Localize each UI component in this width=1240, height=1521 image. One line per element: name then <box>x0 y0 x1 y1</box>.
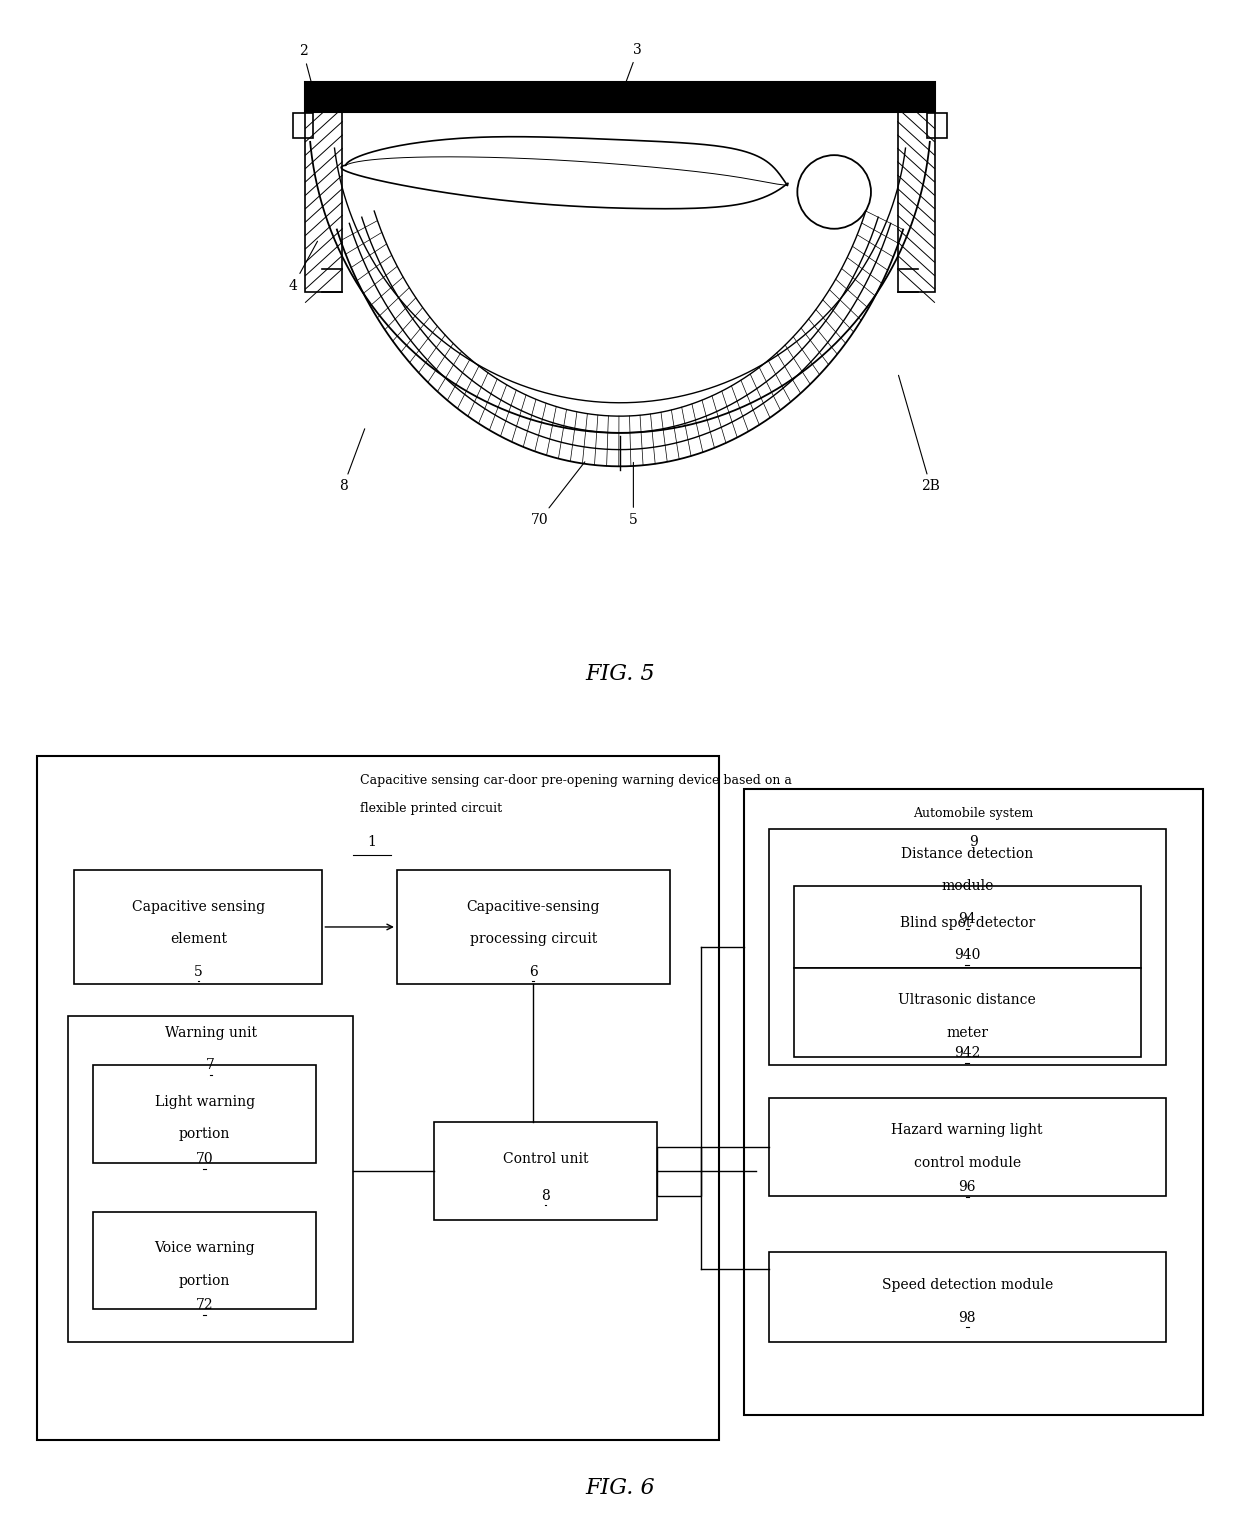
Bar <box>37 756 719 1439</box>
Text: Warning unit: Warning unit <box>165 1025 257 1040</box>
Text: 94: 94 <box>959 911 976 926</box>
Text: 942: 942 <box>954 1046 981 1060</box>
Bar <box>93 1065 316 1164</box>
Text: Automobile system: Automobile system <box>914 806 1033 820</box>
Text: FIG. 6: FIG. 6 <box>585 1477 655 1500</box>
Text: 70: 70 <box>531 462 585 526</box>
Text: 940: 940 <box>954 949 981 963</box>
Text: 5: 5 <box>193 964 203 978</box>
Text: 2: 2 <box>299 44 315 96</box>
Text: 96: 96 <box>959 1180 976 1194</box>
Bar <box>898 108 935 292</box>
Bar <box>926 113 946 138</box>
Bar <box>294 113 314 138</box>
Text: Light warning: Light warning <box>155 1095 254 1109</box>
Text: 4: 4 <box>289 242 317 292</box>
Text: Capacitive sensing: Capacitive sensing <box>131 899 265 914</box>
Text: Control unit: Control unit <box>503 1151 588 1167</box>
Bar <box>434 1122 657 1220</box>
Text: element: element <box>170 932 227 946</box>
Text: processing circuit: processing circuit <box>470 932 596 946</box>
Text: 9: 9 <box>968 835 978 849</box>
Bar <box>794 967 1141 1057</box>
Text: 72: 72 <box>196 1299 213 1313</box>
Text: Speed detection module: Speed detection module <box>882 1278 1053 1291</box>
Text: 6: 6 <box>528 964 538 978</box>
Text: Blind spot detector: Blind spot detector <box>899 916 1035 929</box>
Bar <box>305 108 342 292</box>
Text: Capacitive sensing car-door pre-opening warning device based on a: Capacitive sensing car-door pre-opening … <box>360 774 791 786</box>
Bar <box>769 1252 1166 1342</box>
Text: FIG. 5: FIG. 5 <box>585 663 655 684</box>
Text: 8: 8 <box>541 1188 551 1203</box>
Text: 70: 70 <box>196 1151 213 1167</box>
Text: Capacitive-sensing: Capacitive-sensing <box>466 899 600 914</box>
Text: 3: 3 <box>621 43 642 96</box>
Text: portion: portion <box>179 1127 231 1141</box>
Text: Hazard warning light: Hazard warning light <box>892 1124 1043 1138</box>
Text: 1: 1 <box>367 835 377 849</box>
Bar <box>769 829 1166 1065</box>
Bar <box>657 1147 701 1196</box>
Text: 5: 5 <box>629 462 637 526</box>
Bar <box>397 870 670 984</box>
Bar <box>305 82 935 111</box>
Text: 2B: 2B <box>899 376 940 493</box>
Bar <box>744 788 1203 1415</box>
Text: portion: portion <box>179 1275 231 1288</box>
Bar <box>93 1212 316 1310</box>
Text: flexible printed circuit: flexible printed circuit <box>360 803 502 815</box>
Text: 8: 8 <box>339 429 365 493</box>
Text: Distance detection: Distance detection <box>901 847 1033 861</box>
Text: meter: meter <box>946 1025 988 1040</box>
Text: module: module <box>941 879 993 893</box>
Text: Voice warning: Voice warning <box>154 1241 255 1255</box>
Text: Ultrasonic distance: Ultrasonic distance <box>898 993 1037 1007</box>
Bar <box>68 1016 353 1342</box>
Text: control module: control module <box>914 1156 1021 1170</box>
Text: 7: 7 <box>206 1059 216 1072</box>
Bar <box>74 870 322 984</box>
Text: 98: 98 <box>959 1311 976 1325</box>
Bar <box>769 1098 1166 1196</box>
Bar <box>794 887 1141 967</box>
